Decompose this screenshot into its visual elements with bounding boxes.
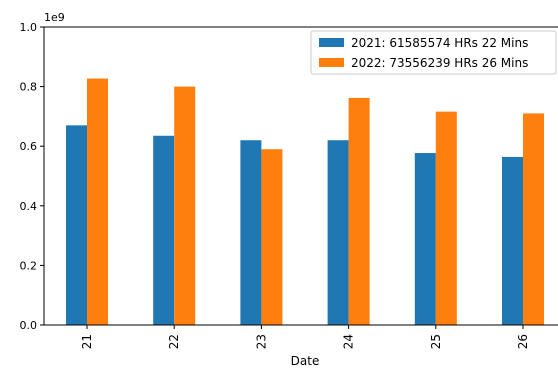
bar-2022-22 — [174, 86, 196, 325]
x-tick-label: 23 — [254, 334, 268, 349]
bar-2021-22 — [153, 135, 175, 325]
bar-2021-24 — [327, 140, 349, 325]
x-ticks-group: 21 22 23 24 25 26 — [80, 325, 530, 349]
axes-group — [43, 26, 558, 326]
y-tick-label: 1.0 — [20, 21, 38, 34]
bar-2022-26 — [523, 113, 544, 325]
x-tick-label: 21 — [80, 334, 94, 349]
y-tick-label: 0.2 — [20, 259, 38, 272]
bar-2022-24 — [348, 97, 370, 325]
bar-2021-23 — [240, 140, 262, 325]
legend-label-2021: 2021: 61585574 HRs 22 Mins — [351, 36, 528, 50]
legend-swatch-2022 — [319, 58, 344, 67]
y-tick-label: 0.0 — [20, 319, 38, 332]
x-axis-label: Date — [291, 354, 320, 368]
legend-swatch-2021 — [319, 38, 344, 47]
legend: 2021: 61585574 HRs 22 Mins 2022: 7355623… — [310, 30, 557, 75]
bar-2022-25 — [435, 111, 457, 325]
x-tick-label: 22 — [167, 334, 181, 349]
y-tick-label: 0.4 — [20, 200, 38, 213]
bar-2022-21 — [87, 78, 108, 325]
x-tick-label: 26 — [516, 334, 530, 349]
x-tick-label: 24 — [342, 334, 356, 349]
y-tick-label: 0.6 — [20, 140, 38, 153]
x-tick-label: 25 — [429, 334, 443, 349]
bar-2022-23 — [261, 149, 283, 325]
bar-2021-25 — [414, 153, 436, 325]
y-ticks-group: 0.0 0.2 0.4 0.6 0.8 1.0 — [20, 21, 44, 332]
bar-2021-26 — [502, 156, 523, 325]
bar-2021-21 — [66, 125, 87, 325]
legend-frame — [310, 30, 557, 75]
bars-group — [66, 78, 544, 325]
legend-label-2022: 2022: 73556239 HRs 26 Mins — [351, 56, 528, 70]
y-offset-label: 1e9 — [44, 11, 65, 24]
y-tick-label: 0.8 — [20, 81, 38, 94]
